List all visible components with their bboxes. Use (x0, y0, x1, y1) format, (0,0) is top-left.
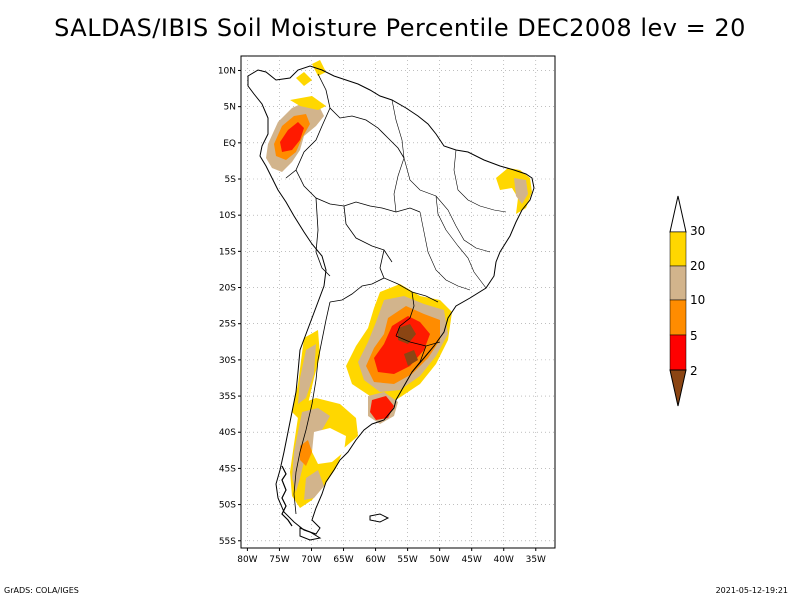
colorbar-label-5: 5 (690, 329, 698, 343)
lat-tick-label: 5N (224, 103, 236, 113)
brazil-states (391, 99, 507, 291)
lat-tick-label: 55S (219, 537, 236, 547)
chile-islands (281, 465, 293, 527)
lat-tick-label: 45S (219, 464, 236, 474)
colorbar-label-2: 2 (690, 364, 698, 378)
lat-tick-label: EQ (223, 139, 236, 149)
colorbar-band-5-10 (669, 299, 687, 336)
lon-tick-label: 50W (429, 555, 449, 565)
shade-central-chile-tan (298, 344, 316, 404)
shade-la-plata-red (374, 316, 430, 374)
lon-tick-label: 80W (237, 555, 257, 565)
lon-tick-label: 70W (301, 555, 321, 565)
colorbar-band-2-5 (669, 334, 687, 371)
lon-tick-label: 65W (333, 555, 353, 565)
shade-patagonia-white-gap (312, 428, 346, 464)
colorbar-label-30: 30 (690, 224, 705, 238)
lon-tick-label: 45W (462, 555, 482, 565)
shade-colombia-yellow (290, 96, 326, 110)
lon-tick-label: 40W (494, 555, 514, 565)
lon-tick-label: 75W (269, 555, 289, 565)
lat-tick-label: 5S (225, 175, 237, 185)
lat-tick-label: 25S (219, 320, 236, 330)
map-frame (240, 55, 556, 549)
axis-tick-labels: 10N 5N EQ 5S 10S 15S 20S 25S 30S 35S 40S 45S 50S 55S8… (218, 66, 546, 565)
falklands-outline (369, 513, 390, 523)
footer-timestamp: 2021-05-12-19:21 (715, 586, 788, 595)
lat-tick-label: 50S (219, 501, 236, 511)
lon-tick-label: 35W (526, 555, 546, 565)
footer-credit: GrADS: COLA/IGES (4, 586, 79, 595)
shade-la-plata-brown (398, 324, 418, 366)
shade-patagonia-orange (300, 440, 312, 466)
continent-outline (247, 65, 535, 535)
shade-venezuela-yellow (296, 60, 326, 86)
lat-tick-label: 35S (219, 392, 236, 402)
lat-tick-label: 30S (219, 356, 236, 366)
lon-tick-label: 60W (365, 555, 385, 565)
colorbar-bottom-arrow (669, 369, 687, 407)
shade-south-patagonia-tan (304, 470, 324, 500)
colorbar-band-20-30 (669, 231, 687, 267)
colorbar: 30 20 10 5 2 (669, 195, 705, 407)
tierra-del-fuego (299, 527, 322, 541)
lat-tick-label: 15S (219, 247, 236, 257)
colorbar-label-10: 10 (690, 293, 705, 307)
colorbar-band-10-20 (669, 265, 687, 301)
lat-tick-label: 10S (219, 211, 236, 221)
map-title: SALDAS/IBIS Soil Moisture Percentile DEC… (54, 14, 746, 42)
shade-colombia-red (280, 122, 304, 152)
lon-tick-label: 55W (397, 555, 417, 565)
shade-buenos-aires-red (370, 396, 394, 420)
colorbar-top-arrow (669, 195, 687, 233)
country-borders (285, 73, 441, 515)
lat-tick-label: 10N (218, 66, 236, 76)
lat-tick-label: 20S (219, 284, 236, 294)
shade-ne-brazil-tan (514, 178, 528, 204)
colorbar-label-20: 20 (690, 259, 705, 273)
percentile-shading (266, 60, 532, 508)
coastlines-and-borders (247, 65, 535, 541)
lat-tick-label: 40S (219, 428, 236, 438)
